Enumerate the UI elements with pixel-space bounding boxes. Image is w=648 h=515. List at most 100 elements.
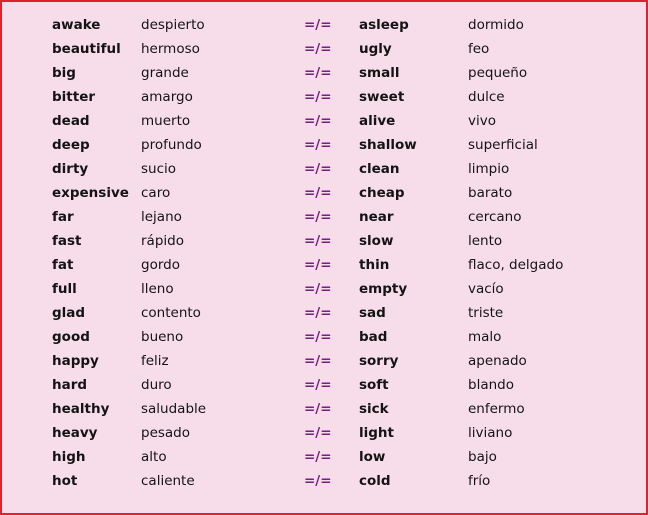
spanish-antonym-translation: vacío bbox=[468, 281, 504, 297]
table-row: hard duro =/= soft blando bbox=[2, 376, 646, 400]
spanish-translation: saludable bbox=[141, 401, 207, 417]
opposite-separator: =/= bbox=[304, 65, 332, 81]
english-word: dead bbox=[52, 113, 90, 129]
opposite-separator: =/= bbox=[304, 89, 332, 105]
spanish-antonym-translation: blando bbox=[468, 377, 514, 393]
english-word: full bbox=[52, 281, 77, 297]
opposite-separator: =/= bbox=[304, 473, 332, 489]
spanish-translation: gordo bbox=[141, 257, 180, 273]
opposite-separator: =/= bbox=[304, 209, 332, 225]
spanish-translation: despierto bbox=[141, 17, 205, 33]
english-word: beautiful bbox=[52, 41, 121, 57]
spanish-translation: contento bbox=[141, 305, 201, 321]
spanish-antonym-translation: limpio bbox=[468, 161, 510, 177]
english-antonym: soft bbox=[359, 377, 389, 393]
english-antonym: asleep bbox=[359, 17, 409, 33]
spanish-antonym-translation: flaco, delgado bbox=[468, 257, 564, 273]
spanish-translation: bueno bbox=[141, 329, 184, 345]
table-row: hot caliente =/= cold frío bbox=[2, 472, 646, 496]
spanish-antonym-translation: cercano bbox=[468, 209, 522, 225]
opposite-separator: =/= bbox=[304, 17, 332, 33]
table-row: fast rápido =/= slow lento bbox=[2, 232, 646, 256]
english-antonym: shallow bbox=[359, 137, 417, 153]
english-word: hard bbox=[52, 377, 88, 393]
english-word: happy bbox=[52, 353, 99, 369]
english-antonym: ugly bbox=[359, 41, 392, 57]
opposite-separator: =/= bbox=[304, 353, 332, 369]
spanish-translation: feliz bbox=[141, 353, 169, 369]
opposite-separator: =/= bbox=[304, 161, 332, 177]
spanish-translation: alto bbox=[141, 449, 167, 465]
table-row: high alto =/= low bajo bbox=[2, 448, 646, 472]
opposite-separator: =/= bbox=[304, 257, 332, 273]
english-word: good bbox=[52, 329, 90, 345]
opposite-separator: =/= bbox=[304, 185, 332, 201]
english-antonym: cheap bbox=[359, 185, 405, 201]
table-row: fat gordo =/= thin flaco, delgado bbox=[2, 256, 646, 280]
english-word: fat bbox=[52, 257, 74, 273]
spanish-antonym-translation: enfermo bbox=[468, 401, 525, 417]
spanish-translation: rápido bbox=[141, 233, 184, 249]
spanish-translation: hermoso bbox=[141, 41, 200, 57]
spanish-translation: amargo bbox=[141, 89, 193, 105]
english-word: expensive bbox=[52, 185, 129, 201]
english-antonym: thin bbox=[359, 257, 390, 273]
spanish-antonym-translation: frío bbox=[468, 473, 491, 489]
english-word: awake bbox=[52, 17, 101, 33]
english-word: high bbox=[52, 449, 86, 465]
spanish-translation: lejano bbox=[141, 209, 182, 225]
table-row: glad contento =/= sad triste bbox=[2, 304, 646, 328]
table-row: big grande =/= small pequeño bbox=[2, 64, 646, 88]
spanish-antonym-translation: pequeño bbox=[468, 65, 528, 81]
spanish-antonym-translation: apenado bbox=[468, 353, 527, 369]
english-antonym: near bbox=[359, 209, 394, 225]
english-antonym: small bbox=[359, 65, 400, 81]
spanish-antonym-translation: dormido bbox=[468, 17, 524, 33]
spanish-translation: lleno bbox=[141, 281, 174, 297]
spanish-antonym-translation: liviano bbox=[468, 425, 513, 441]
spanish-translation: caro bbox=[141, 185, 171, 201]
english-word: fast bbox=[52, 233, 82, 249]
english-antonym: cold bbox=[359, 473, 391, 489]
spanish-translation: duro bbox=[141, 377, 172, 393]
english-word: deep bbox=[52, 137, 90, 153]
english-word: bitter bbox=[52, 89, 96, 105]
opposite-separator: =/= bbox=[304, 329, 332, 345]
english-antonym: slow bbox=[359, 233, 394, 249]
spanish-translation: muerto bbox=[141, 113, 191, 129]
english-word: dirty bbox=[52, 161, 89, 177]
opposite-separator: =/= bbox=[304, 425, 332, 441]
english-word: heavy bbox=[52, 425, 98, 441]
table-row: happy feliz =/= sorry apenado bbox=[2, 352, 646, 376]
english-word: glad bbox=[52, 305, 86, 321]
spanish-translation: sucio bbox=[141, 161, 177, 177]
spanish-translation: pesado bbox=[141, 425, 191, 441]
table-row: awake despierto =/= asleep dormido bbox=[2, 16, 646, 40]
english-antonym: bad bbox=[359, 329, 388, 345]
english-antonym: empty bbox=[359, 281, 408, 297]
spanish-antonym-translation: malo bbox=[468, 329, 502, 345]
opposite-separator: =/= bbox=[304, 449, 332, 465]
english-antonym: light bbox=[359, 425, 394, 441]
english-word: hot bbox=[52, 473, 78, 489]
table-row: bitter amargo =/= sweet dulce bbox=[2, 88, 646, 112]
table-row: expensive caro =/= cheap barato bbox=[2, 184, 646, 208]
spanish-antonym-translation: triste bbox=[468, 305, 504, 321]
english-antonym: clean bbox=[359, 161, 400, 177]
table-row: dirty sucio =/= clean limpio bbox=[2, 160, 646, 184]
spanish-antonym-translation: vivo bbox=[468, 113, 496, 129]
spanish-antonym-translation: dulce bbox=[468, 89, 505, 105]
spanish-antonym-translation: lento bbox=[468, 233, 503, 249]
opposite-separator: =/= bbox=[304, 305, 332, 321]
english-antonym: sorry bbox=[359, 353, 399, 369]
table-row: deep profundo =/= shallow superficial bbox=[2, 136, 646, 160]
english-antonym: sick bbox=[359, 401, 389, 417]
table-row: heavy pesado =/= light liviano bbox=[2, 424, 646, 448]
table-row: beautiful hermoso =/= ugly feo bbox=[2, 40, 646, 64]
spanish-antonym-translation: feo bbox=[468, 41, 490, 57]
spanish-translation: caliente bbox=[141, 473, 195, 489]
spanish-antonym-translation: barato bbox=[468, 185, 513, 201]
table-row: far lejano =/= near cercano bbox=[2, 208, 646, 232]
opposite-separator: =/= bbox=[304, 137, 332, 153]
